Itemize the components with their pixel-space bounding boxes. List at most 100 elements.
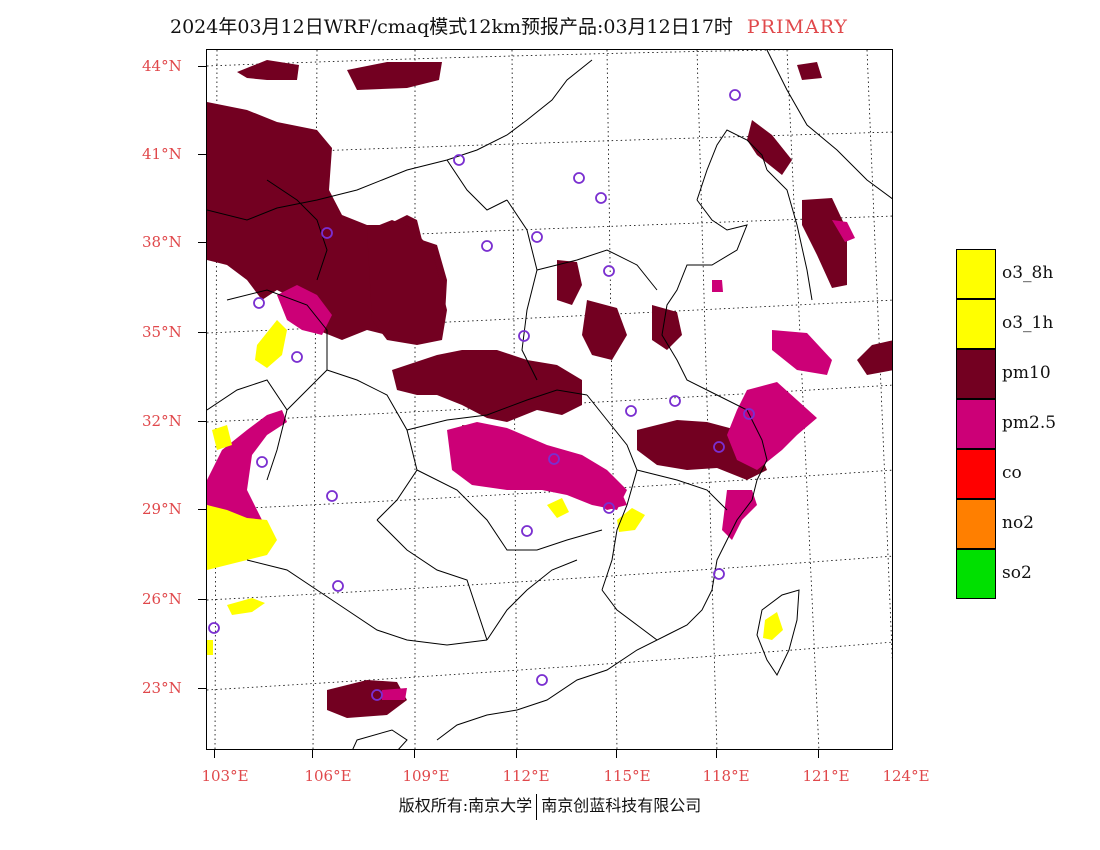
lon-label: 106°E bbox=[304, 767, 352, 785]
lat-line-38 bbox=[207, 215, 892, 244]
lat-tick bbox=[198, 421, 206, 422]
legend-label: no2 bbox=[1002, 513, 1034, 533]
lat-line-23 bbox=[207, 641, 892, 691]
lon-tick bbox=[414, 750, 415, 758]
province-h bbox=[416, 469, 603, 551]
pm25-sichuan bbox=[207, 410, 287, 530]
station-marker bbox=[669, 395, 681, 407]
lat-label: 29°N bbox=[142, 500, 182, 518]
station-marker bbox=[332, 580, 344, 592]
o3-sichuan-west bbox=[212, 425, 232, 450]
lat-tick bbox=[198, 66, 206, 67]
station-marker bbox=[326, 490, 338, 502]
lon-tick bbox=[716, 750, 717, 758]
pm10-mongolia-north bbox=[347, 62, 442, 90]
lat-label: 41°N bbox=[142, 145, 182, 163]
legend-label: pm2.5 bbox=[1002, 413, 1057, 433]
copyright-left: 版权所有:南京大学 bbox=[398, 796, 533, 815]
lon-label: 103°E bbox=[201, 767, 249, 785]
lat-label: 23°N bbox=[142, 679, 182, 697]
map-panel bbox=[206, 49, 893, 750]
station-marker bbox=[481, 240, 493, 252]
pm25-korea bbox=[832, 220, 855, 242]
primary-label: PRIMARY bbox=[746, 16, 848, 38]
pm10-east-coast bbox=[857, 340, 892, 375]
legend-label: co bbox=[1002, 463, 1022, 483]
station-marker bbox=[518, 330, 530, 342]
province-l bbox=[266, 179, 328, 281]
station-marker bbox=[729, 89, 741, 101]
legend-swatch bbox=[956, 549, 996, 599]
lon-line-115 bbox=[606, 50, 618, 749]
pm10-shanxi bbox=[557, 260, 582, 305]
lon-label: 121°E bbox=[802, 767, 850, 785]
lat-tick bbox=[198, 154, 206, 155]
copyright-divider bbox=[536, 793, 538, 820]
o3-yunnan-south bbox=[227, 598, 265, 615]
lon-label: 112°E bbox=[502, 767, 550, 785]
taiwan bbox=[756, 589, 800, 677]
pm25-areas bbox=[207, 220, 855, 700]
legend-swatch bbox=[956, 499, 996, 549]
province-i bbox=[246, 559, 488, 646]
legend-swatch bbox=[956, 449, 996, 499]
station-marker bbox=[291, 351, 303, 363]
o3-areas bbox=[207, 320, 783, 655]
province-d bbox=[506, 199, 538, 381]
lat-tick bbox=[198, 509, 206, 510]
lon-tick bbox=[312, 750, 313, 758]
o3-west-edge bbox=[207, 640, 213, 655]
lon-label: 124°E bbox=[882, 767, 930, 785]
lon-tick bbox=[616, 750, 617, 758]
legend-label: o3_8h bbox=[1002, 263, 1054, 283]
pm10-anhui bbox=[652, 305, 682, 350]
station-marker bbox=[603, 502, 615, 514]
legend-label: so2 bbox=[1002, 563, 1032, 583]
province-o bbox=[601, 589, 658, 641]
station-marker bbox=[531, 231, 543, 243]
o3-yunnan-north bbox=[207, 505, 277, 570]
stations bbox=[208, 89, 755, 701]
hainan bbox=[352, 729, 408, 749]
pm10-henan bbox=[582, 300, 627, 360]
lat-tick bbox=[198, 242, 206, 243]
lat-label: 35°N bbox=[142, 323, 182, 341]
o3-jiangxi bbox=[617, 508, 645, 532]
province-f bbox=[586, 394, 638, 591]
pm25-jiangsu bbox=[727, 382, 817, 470]
station-marker bbox=[256, 456, 268, 468]
station-marker bbox=[536, 674, 548, 686]
station-marker bbox=[713, 568, 725, 580]
pm10-inner-mongolia bbox=[237, 60, 299, 80]
pm10-liaoning bbox=[747, 120, 792, 175]
pm25-guangxi bbox=[382, 688, 407, 700]
station-marker bbox=[713, 441, 725, 453]
station-marker bbox=[595, 192, 607, 204]
lon-line-124 bbox=[866, 50, 892, 662]
lon-tick bbox=[818, 750, 819, 758]
lat-label: 38°N bbox=[142, 233, 182, 251]
pm10-areas bbox=[207, 60, 892, 718]
pm10-northeast-spot bbox=[797, 62, 822, 80]
lon-tick bbox=[516, 750, 517, 758]
pm25-central bbox=[447, 422, 627, 510]
lat-line-29 bbox=[207, 469, 892, 511]
station-marker bbox=[253, 297, 265, 309]
lon-label: 109°E bbox=[402, 767, 450, 785]
korea-west bbox=[766, 169, 813, 301]
pm10-guangxi bbox=[327, 680, 407, 718]
lat-line-44 bbox=[207, 50, 795, 67]
title-text: 2024年03月12日WRF/cmaq模式12km预报产品:03月12日17时 bbox=[170, 16, 733, 38]
legend-swatch bbox=[956, 399, 996, 449]
lon-line-118 bbox=[696, 50, 718, 749]
o3-taiwan bbox=[763, 612, 783, 640]
station-marker bbox=[625, 405, 637, 417]
pm10-korea bbox=[802, 198, 847, 288]
lat-label: 26°N bbox=[142, 590, 182, 608]
station-marker bbox=[371, 689, 383, 701]
province-m bbox=[446, 159, 508, 211]
legend-label: pm10 bbox=[1002, 363, 1051, 383]
lat-tick bbox=[198, 688, 206, 689]
pm25-small-north bbox=[712, 280, 723, 292]
station-marker bbox=[321, 227, 333, 239]
